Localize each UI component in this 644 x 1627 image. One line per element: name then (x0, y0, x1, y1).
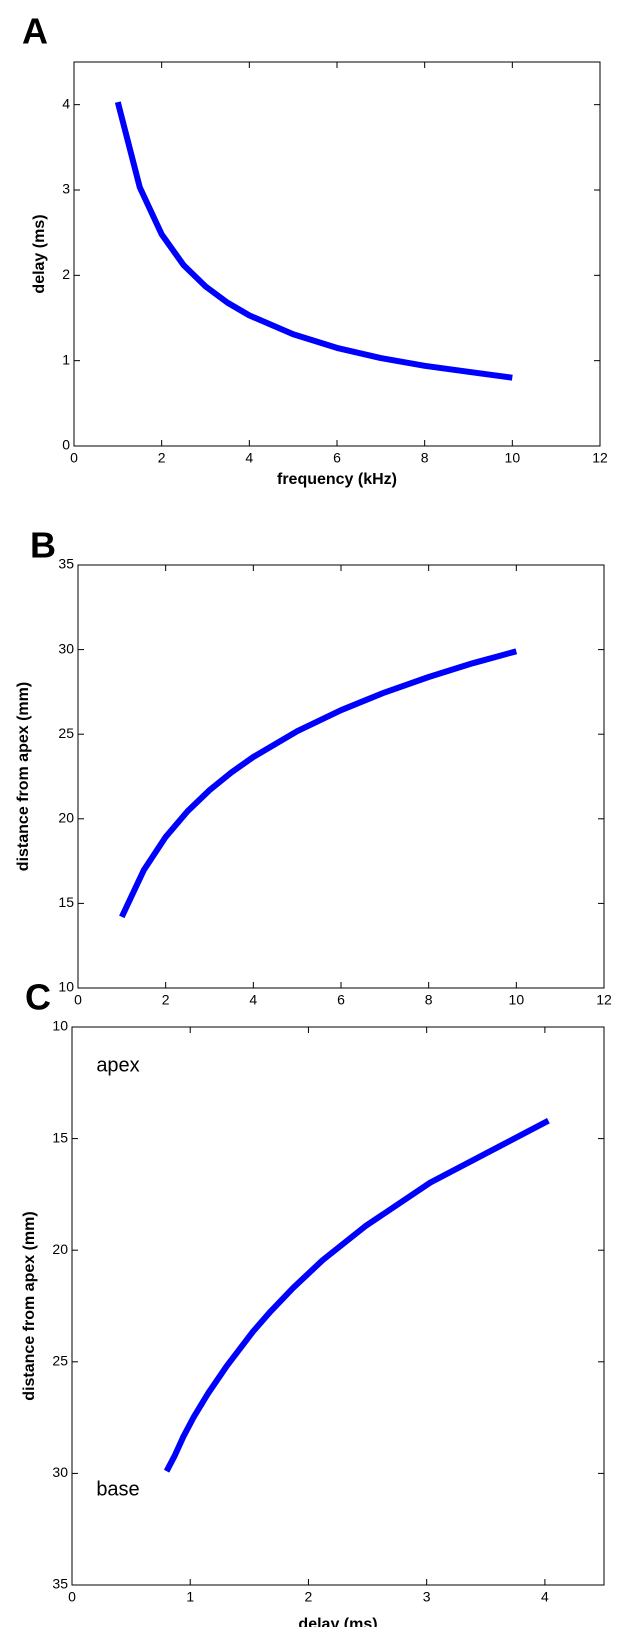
x-tick-label: 8 (421, 450, 429, 466)
panel-label: C (25, 977, 51, 1018)
annotation: base (96, 1478, 139, 1500)
plot-frame (73, 61, 601, 447)
y-tick-label: 35 (52, 1576, 68, 1592)
x-tick-label: 12 (596, 992, 612, 1008)
y-tick-label: 25 (52, 1353, 68, 1369)
x-tick-label: 3 (423, 1589, 431, 1605)
y-tick-label: 35 (58, 556, 74, 572)
x-tick-label: 2 (158, 450, 166, 466)
y-tick-label: 2 (62, 266, 70, 282)
y-axis-label: distance from apex (mm) (21, 1211, 38, 1400)
y-tick-label: 0 (62, 437, 70, 453)
y-tick-label: 4 (62, 95, 70, 111)
y-axis-label: distance from apex (mm) (15, 682, 32, 871)
x-tick-label: 10 (509, 992, 525, 1008)
plot-frame (71, 1026, 605, 1586)
x-tick-label: 10 (505, 450, 521, 466)
panel-label: B (30, 525, 56, 566)
x-tick-label: 0 (68, 1589, 76, 1605)
y-tick-label: 15 (58, 894, 74, 910)
x-tick-label: 0 (74, 992, 82, 1008)
x-tick-label: 6 (337, 992, 345, 1008)
x-tick-label: 12 (592, 450, 608, 466)
x-tick-label: 8 (425, 992, 433, 1008)
y-tick-label: 10 (58, 979, 74, 995)
x-tick-label: 4 (541, 1589, 549, 1605)
x-tick-label: 4 (249, 992, 257, 1008)
y-axis-label: delay (ms) (31, 214, 48, 293)
x-tick-label: 6 (333, 450, 341, 466)
x-axis-label: frequency (kHz) (277, 471, 397, 488)
y-tick-label: 30 (52, 1464, 68, 1480)
y-tick-label: 25 (58, 725, 74, 741)
x-axis-label: delay (ms) (298, 1616, 377, 1627)
annotation: apex (96, 1054, 139, 1076)
panel-label: A (22, 11, 48, 52)
y-tick-label: 20 (52, 1241, 68, 1257)
x-tick-label: 2 (305, 1589, 313, 1605)
x-tick-label: 2 (162, 992, 170, 1008)
x-tick-label: 0 (70, 450, 78, 466)
y-tick-label: 1 (62, 351, 70, 367)
x-tick-label: 1 (186, 1589, 194, 1605)
data-line (163, 1118, 550, 1473)
data-line (114, 101, 513, 381)
y-tick-label: 20 (58, 810, 74, 826)
y-tick-label: 30 (58, 640, 74, 656)
y-tick-label: 15 (52, 1129, 68, 1145)
y-tick-label: 10 (52, 1018, 68, 1034)
y-tick-label: 3 (62, 181, 70, 197)
data-line (119, 648, 518, 919)
plot-frame (77, 564, 605, 989)
x-tick-label: 4 (245, 450, 253, 466)
